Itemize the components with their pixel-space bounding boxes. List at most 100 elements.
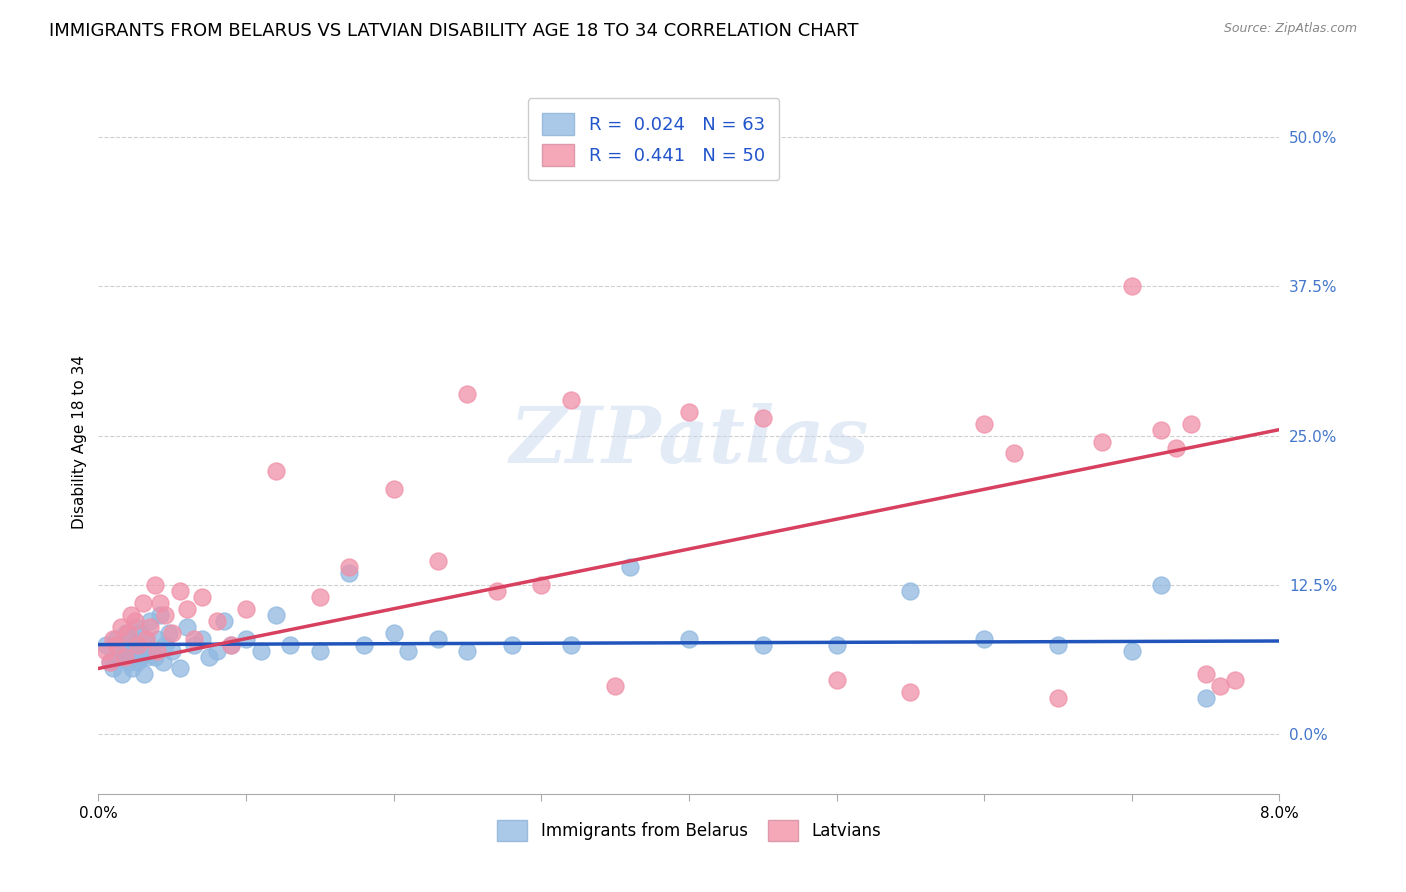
Point (176, 620, 198, 634)
Point (135, 632, 157, 646)
Point (678, 405, 700, 419)
Point (124, 620, 146, 634)
Point (139, 614, 162, 628)
Point (143, 578, 166, 592)
Point (110, 643, 132, 657)
Point (121, 661, 143, 675)
Point (973, 417, 995, 431)
Point (221, 638, 243, 652)
Point (136, 649, 159, 664)
Point (1091, 434, 1114, 449)
Point (427, 554, 450, 568)
Point (105, 632, 128, 646)
Point (146, 632, 169, 646)
Point (118, 656, 141, 670)
Point (205, 614, 228, 628)
Point (146, 643, 169, 657)
Point (152, 656, 174, 670)
Point (353, 638, 375, 652)
Point (128, 625, 150, 640)
Point (382, 625, 405, 640)
Point (212, 614, 235, 628)
Point (221, 638, 243, 652)
Point (973, 632, 995, 646)
Point (1046, 691, 1070, 706)
Point (250, 643, 273, 657)
Point (176, 601, 198, 615)
Point (103, 632, 125, 646)
Point (1209, 679, 1232, 693)
Point (169, 583, 191, 598)
Point (560, 638, 582, 652)
Point (1180, 417, 1202, 431)
Point (309, 590, 332, 604)
Point (752, 638, 775, 652)
Point (900, 685, 922, 699)
Point (103, 661, 125, 675)
Point (120, 632, 142, 646)
Point (486, 583, 509, 598)
Point (1225, 673, 1247, 688)
Point (1150, 578, 1173, 592)
Point (98, 656, 121, 670)
Point (111, 667, 134, 681)
Point (120, 607, 142, 622)
Point (117, 625, 139, 640)
Point (127, 643, 149, 657)
Point (157, 625, 180, 640)
Point (398, 643, 420, 657)
Point (1121, 279, 1143, 293)
Point (94, 643, 117, 657)
Point (1046, 638, 1070, 652)
Point (309, 643, 332, 657)
Point (264, 464, 287, 478)
Point (264, 607, 287, 622)
Point (114, 649, 136, 664)
Point (183, 638, 205, 652)
Point (235, 601, 257, 615)
Y-axis label: Disability Age 18 to 34: Disability Age 18 to 34 (72, 354, 87, 529)
Point (191, 632, 214, 646)
Point (122, 638, 145, 652)
Point (114, 649, 136, 664)
Point (134, 667, 156, 681)
Point (1166, 441, 1188, 455)
Point (280, 638, 302, 652)
Point (117, 643, 139, 657)
Point (427, 632, 450, 646)
Point (235, 632, 257, 646)
Point (619, 560, 641, 574)
Point (191, 590, 214, 604)
Point (141, 643, 163, 657)
Point (135, 632, 157, 646)
Point (1150, 423, 1173, 437)
Point (1002, 446, 1025, 460)
Point (205, 643, 228, 657)
Legend: Immigrants from Belarus, Latvians: Immigrants from Belarus, Latvians (489, 812, 889, 849)
Point (183, 632, 205, 646)
Point (98, 656, 121, 670)
Point (825, 673, 848, 688)
Point (530, 578, 553, 592)
Point (457, 643, 479, 657)
Point (94, 638, 117, 652)
Point (198, 649, 221, 664)
Point (1195, 691, 1218, 706)
Point (169, 661, 191, 675)
Point (560, 392, 582, 407)
Point (127, 638, 149, 652)
Point (825, 638, 848, 652)
Point (382, 483, 405, 497)
Point (124, 614, 146, 628)
Point (139, 620, 162, 634)
Point (132, 643, 155, 657)
Point (110, 620, 132, 634)
Point (752, 410, 775, 425)
Point (132, 596, 155, 610)
Text: ZIPatlas: ZIPatlas (509, 403, 869, 480)
Text: Source: ZipAtlas.com: Source: ZipAtlas.com (1223, 22, 1357, 36)
Point (605, 679, 627, 693)
Point (1195, 667, 1218, 681)
Point (162, 643, 183, 657)
Point (457, 386, 479, 401)
